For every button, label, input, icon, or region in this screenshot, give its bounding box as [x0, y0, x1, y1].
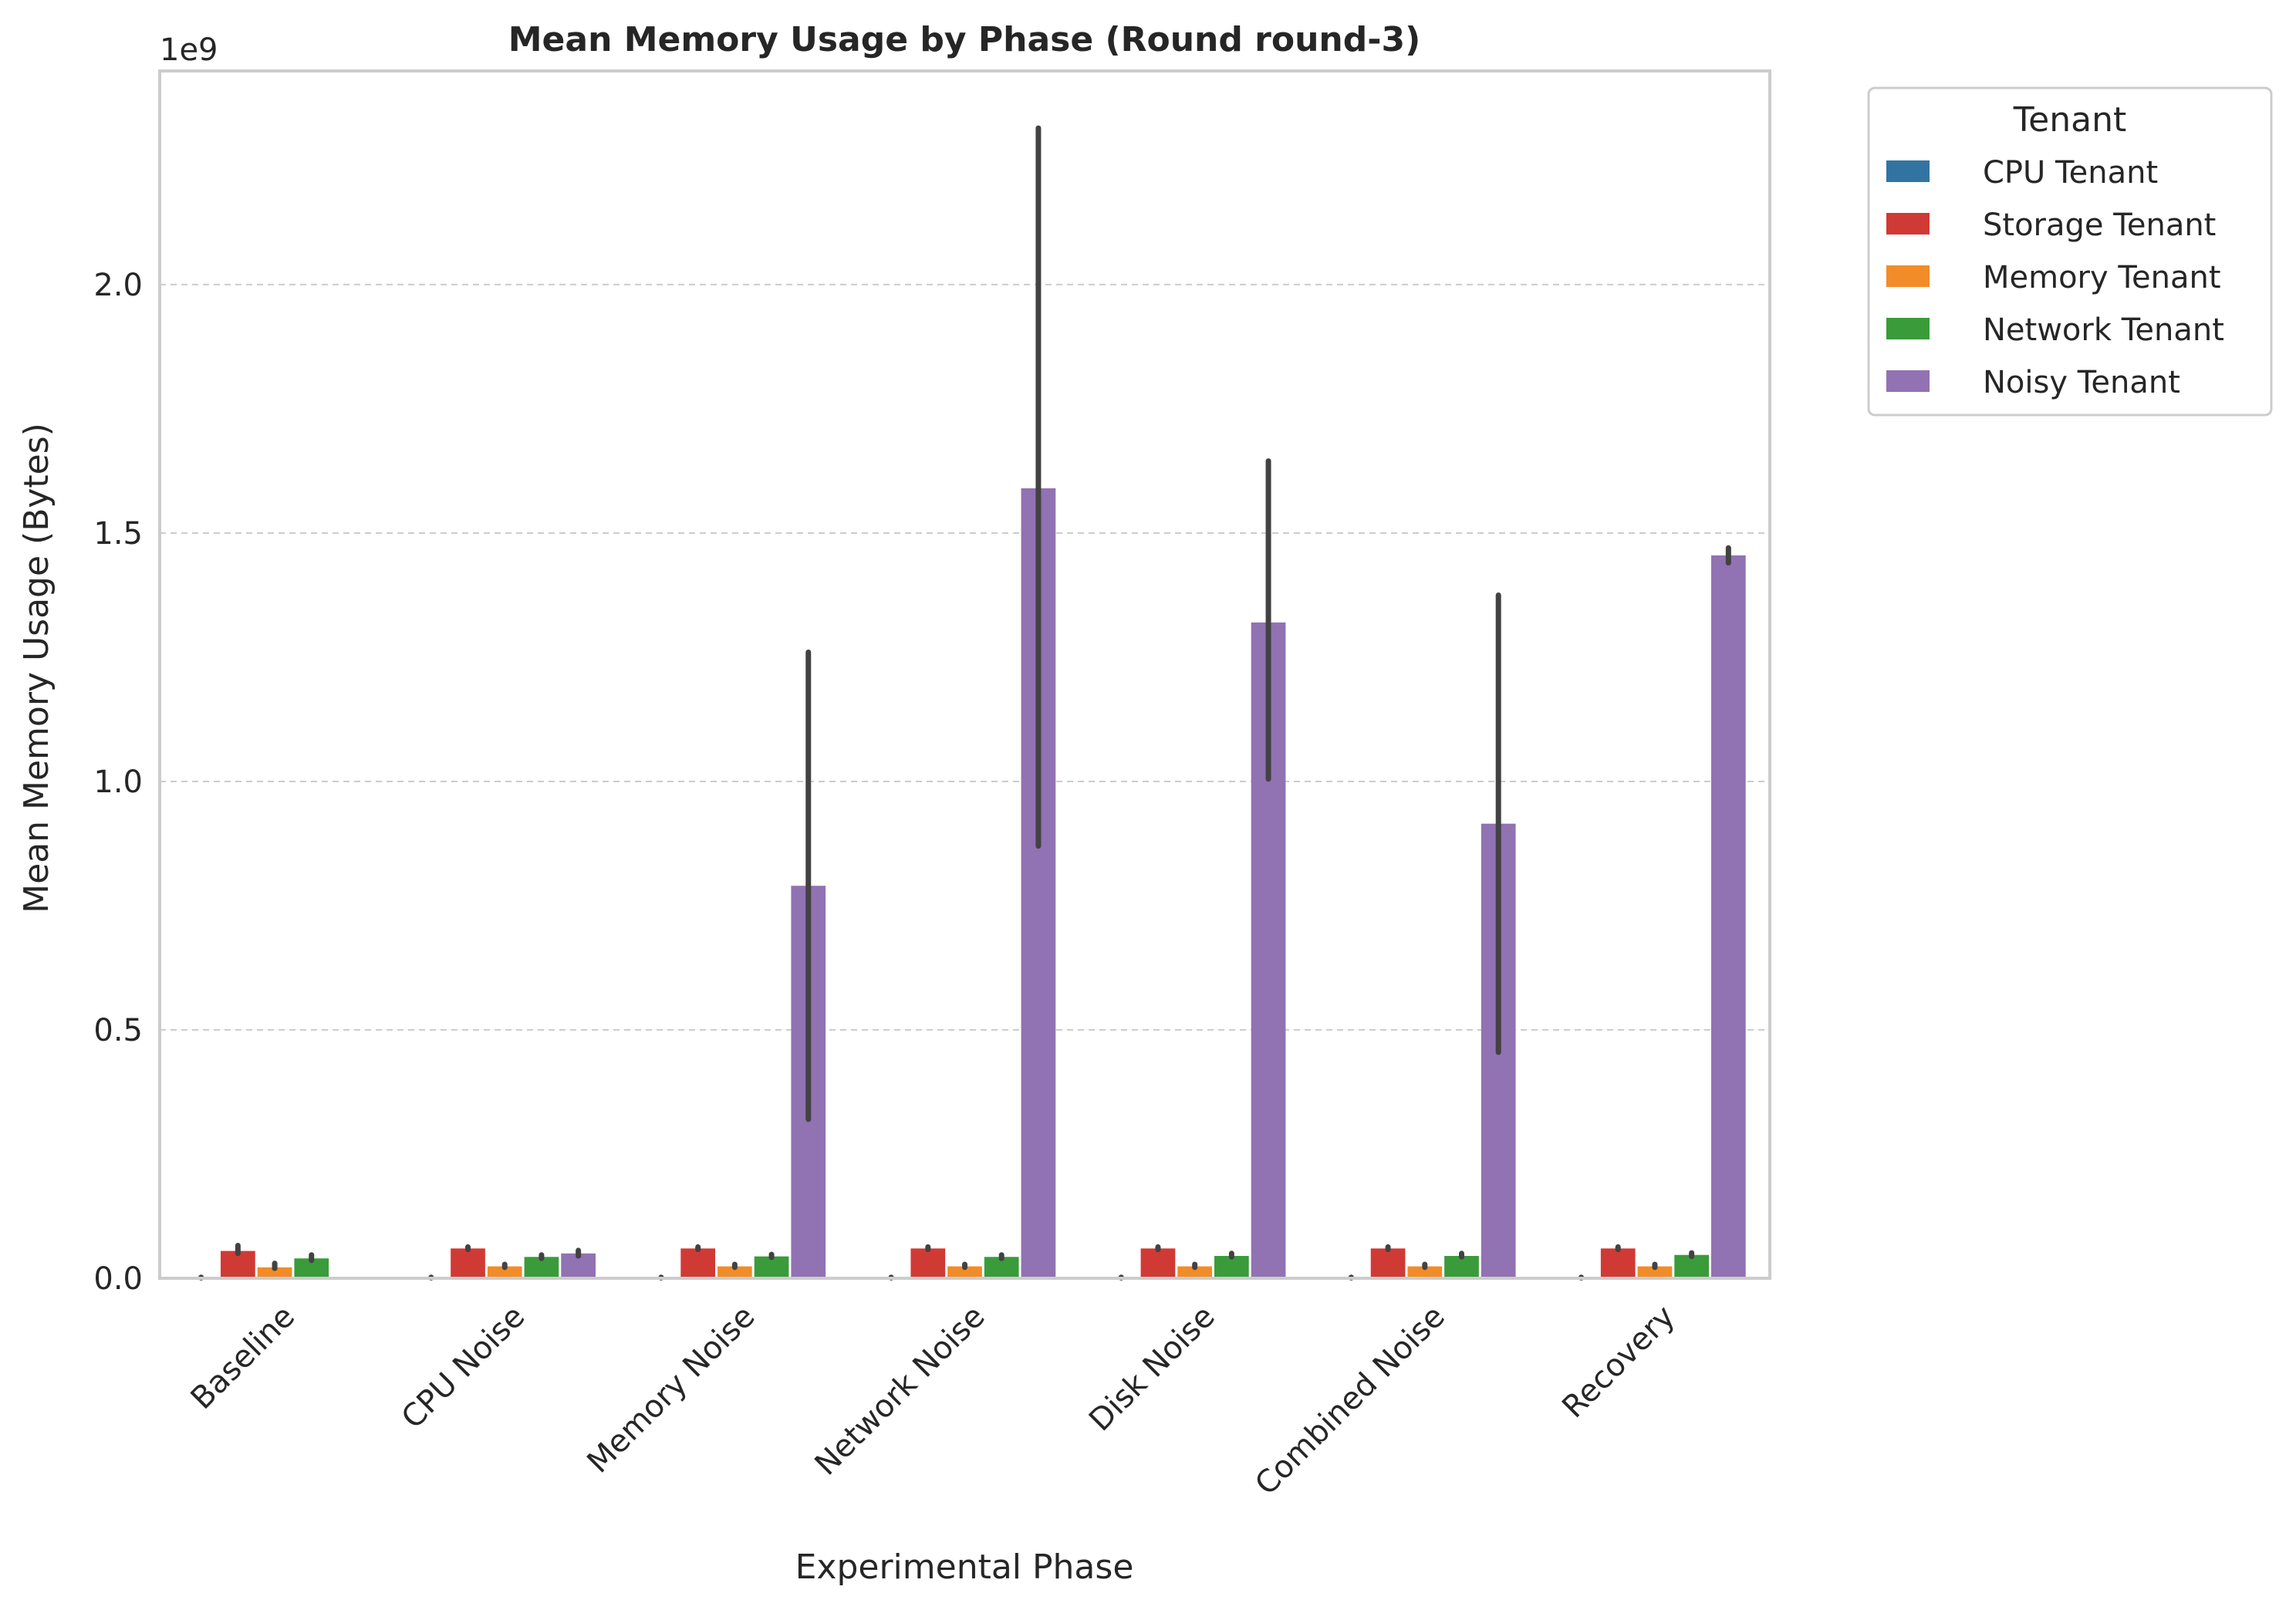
legend-swatch: [1886, 318, 1930, 339]
bar: [1214, 1256, 1249, 1278]
x-tick-label: Baseline: [184, 1299, 302, 1416]
legend-swatch: [1886, 160, 1930, 182]
y-tick-label: 1.5: [93, 516, 143, 552]
y-tick-label: 1.0: [93, 764, 143, 800]
legend-label: Storage Tenant: [1983, 208, 2216, 243]
legend-label: Noisy Tenant: [1983, 365, 2180, 400]
legend: Tenant CPU Tenant Storage Tenant Memory Te…: [1867, 86, 2273, 417]
legend-label: CPU Tenant: [1983, 155, 2158, 191]
bar: [718, 1266, 752, 1278]
legend-swatch: [1886, 265, 1930, 287]
bar: [1710, 555, 1746, 1278]
y-offset-label: 1e9: [160, 32, 218, 68]
legend-items: CPU Tenant Storage Tenant Memory Tenant Net…: [1886, 155, 2224, 400]
bar: [1140, 1248, 1176, 1278]
bar: [487, 1266, 522, 1278]
bar: [680, 1248, 716, 1278]
bar: [1600, 1248, 1636, 1278]
x-ticks: Baseline CPU Noise Memory Noise Network Noi…: [184, 1299, 1682, 1503]
x-tick-label: Memory Noise: [580, 1299, 761, 1480]
bar: [1177, 1266, 1212, 1278]
bars: [184, 488, 1746, 1278]
legend-swatch: [1886, 213, 1930, 235]
grid-lines: [160, 283, 1770, 1031]
bar: [1370, 1248, 1406, 1278]
bar: [451, 1248, 485, 1278]
legend-label: Memory Tenant: [1983, 260, 2221, 295]
legend-title: Tenant: [2013, 100, 2126, 140]
legend-swatch: [1886, 370, 1930, 392]
bar: [1407, 1266, 1443, 1278]
y-ticks: 0.0 0.5 1.0 1.5 2.0: [93, 268, 143, 1297]
bar: [1444, 1256, 1479, 1278]
x-tick-label: Combined Noise: [1248, 1299, 1452, 1503]
bar: [257, 1267, 292, 1278]
legend-frame: [1867, 86, 2273, 417]
y-axis-label: Mean Memory Usage (Bytes): [17, 423, 56, 913]
x-tick-label: Network Noise: [808, 1299, 991, 1483]
x-tick-label: Disk Noise: [1082, 1299, 1222, 1439]
legend-label: Network Tenant: [1983, 312, 2224, 348]
y-tick-label: 0.0: [93, 1261, 143, 1297]
y-tick-label: 0.5: [93, 1013, 143, 1048]
plot-frame: [158, 69, 1771, 1280]
x-tick-label: CPU Noise: [395, 1299, 532, 1436]
bar: [1637, 1266, 1673, 1278]
chart-title: Mean Memory Usage by Phase (Round round-…: [508, 20, 1420, 59]
x-tick-label: Recovery: [1555, 1299, 1682, 1426]
bar: [947, 1266, 982, 1278]
bar: [910, 1248, 946, 1278]
x-axis-label: Experimental Phase: [795, 1548, 1134, 1587]
y-tick-label: 2.0: [93, 268, 143, 303]
